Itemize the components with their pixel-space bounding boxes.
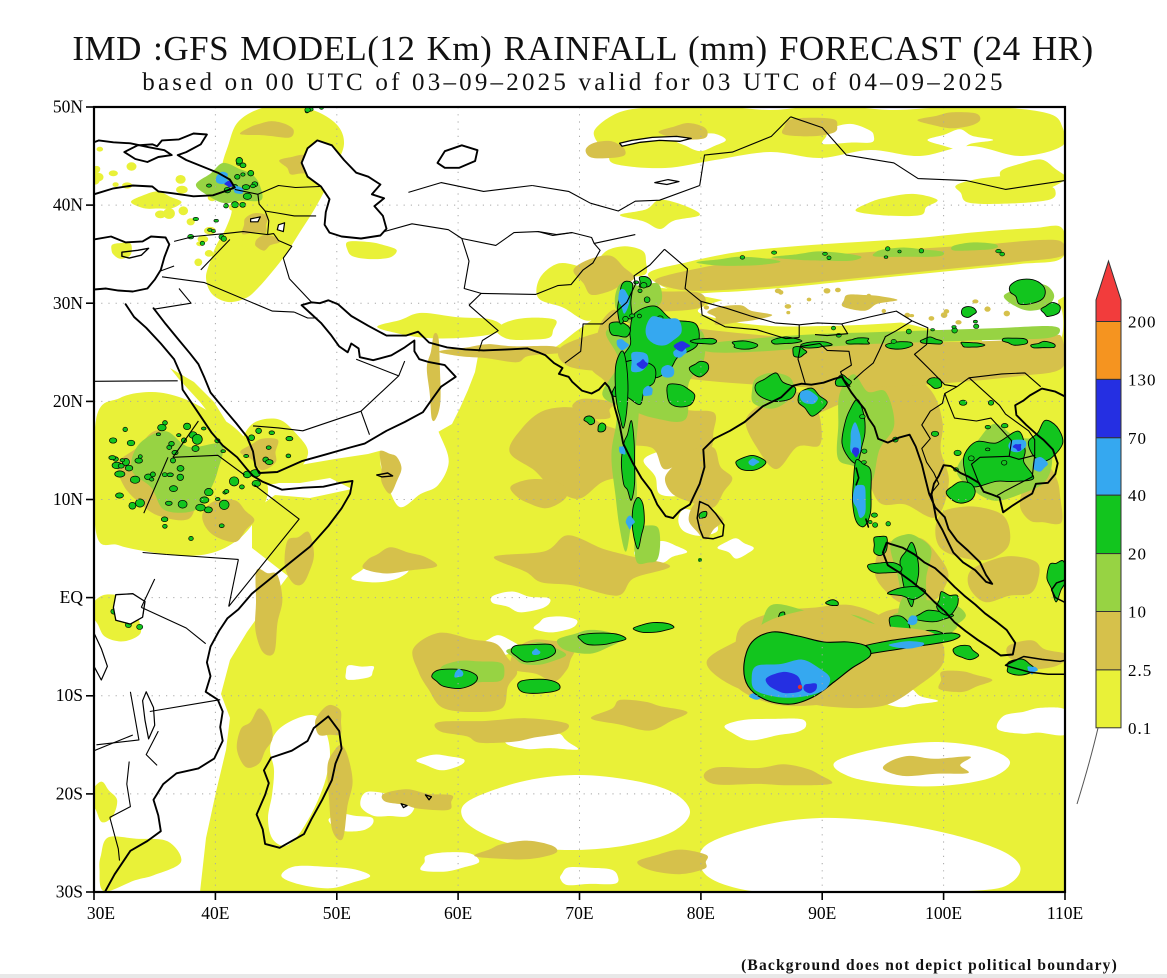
- svg-text:30E: 30E: [87, 903, 115, 923]
- svg-text:(Background does not depict po: (Background does not depict political bo…: [741, 957, 1118, 974]
- svg-text:20: 20: [1128, 545, 1147, 564]
- svg-text:30S: 30S: [56, 882, 83, 902]
- svg-text:IMD :GFS MODEL(12 Km) RAINFALL: IMD :GFS MODEL(12 Km) RAINFALL (mm) FORE…: [72, 29, 1093, 68]
- svg-text:50N: 50N: [53, 97, 84, 117]
- svg-text:20N: 20N: [53, 391, 84, 411]
- svg-text:200: 200: [1128, 313, 1157, 332]
- svg-text:40E: 40E: [201, 903, 229, 923]
- svg-text:130: 130: [1128, 370, 1157, 389]
- svg-text:40N: 40N: [53, 195, 84, 215]
- svg-text:0.1: 0.1: [1128, 719, 1152, 738]
- svg-text:70: 70: [1128, 429, 1147, 448]
- svg-text:60E: 60E: [444, 903, 472, 923]
- svg-text:based on 00 UTC of 03–09–2025: based on 00 UTC of 03–09–2025 valid for …: [142, 69, 1005, 96]
- svg-text:50E: 50E: [323, 903, 351, 923]
- svg-text:40: 40: [1128, 486, 1147, 505]
- svg-text:10N: 10N: [53, 489, 84, 509]
- svg-text:90E: 90E: [808, 903, 836, 923]
- svg-text:80E: 80E: [687, 903, 715, 923]
- svg-text:20S: 20S: [56, 783, 83, 803]
- svg-text:70E: 70E: [565, 903, 593, 923]
- svg-text:100E: 100E: [925, 903, 962, 923]
- svg-text:EQ: EQ: [60, 587, 84, 607]
- svg-text:10: 10: [1128, 603, 1147, 622]
- svg-text:10S: 10S: [56, 685, 83, 705]
- svg-text:110E: 110E: [1047, 903, 1083, 923]
- svg-text:30N: 30N: [53, 293, 84, 313]
- svg-text:2.5: 2.5: [1128, 661, 1152, 680]
